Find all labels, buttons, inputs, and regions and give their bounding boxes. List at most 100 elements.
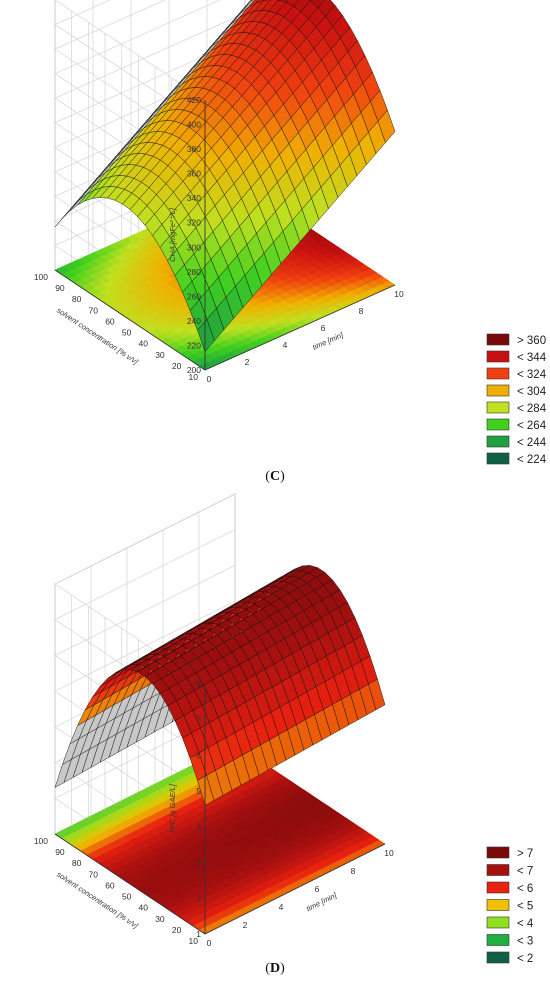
x-axis-label: time [min] [305,890,339,913]
axes [54,100,396,371]
x-tick-label: 4 [283,340,288,350]
legend-label: < 264 [517,420,547,432]
legend-label: < 324 [517,369,547,381]
caption-d: (D) [265,961,285,976]
legend-label: < 6 [517,883,533,895]
z-tick-label: 1 [196,929,201,939]
z-tick-label: 420 [187,95,201,105]
y-tick-label: 30 [155,350,165,360]
surface-mesh [54,565,386,806]
legend-swatch [486,899,510,911]
y-tick-label: 10 [189,936,199,946]
surface-cell [278,0,289,3]
plot-3d: 1 2 3 4 5 6 7 8 10 20 30 40 50 60 70 80 90 100 0 2 4 6 8 10 TPC … [34,493,394,948]
legend-label: < 7 [517,866,533,878]
z-tick-label: 4 [196,822,201,832]
y-tick-label: 60 [105,880,115,890]
z-tick-label: 8 [196,679,201,689]
z-tick-label: 400 [187,120,201,130]
z-tick-label: 2 [196,893,201,903]
x-tick-label: 10 [394,289,404,299]
y-tick-label: 90 [55,847,65,857]
legend-swatch [486,418,510,431]
y-tick-label: 70 [89,305,99,315]
x-tick-label: 4 [279,902,284,912]
legend-label: < 284 [517,403,547,415]
legend-swatch [486,452,510,465]
x-axis-line [204,284,396,371]
legend-swatch [486,951,510,964]
legend-label: > 360 [517,335,546,347]
z-tick-label: 340 [187,193,201,203]
surface-cell [248,0,259,8]
y-tick-label: 50 [122,328,132,338]
x-tick-label: 0 [207,938,212,948]
surface-cell [285,0,300,7]
legend-swatch [486,846,510,859]
axes [54,684,386,935]
z-tick-label: 7 [196,715,201,725]
z-tick-label: 360 [187,169,201,179]
legend-swatch [486,384,510,397]
x-tick-label: 10 [384,848,394,858]
surface-chart-cha: 2002202402602803003203403603804004201020… [34,0,547,466]
plot-3d: 2002202402602803003203403603804004201020… [34,0,404,384]
caption-c: (C) [265,469,285,484]
y-tick-label: 100 [34,272,48,282]
x-axis-line [204,843,386,935]
z-tick-label: 3 [196,858,201,868]
legend-label: < 4 [517,918,534,930]
legend-label: < 224 [517,454,547,466]
legend-swatch [486,367,510,380]
legend-swatch [486,435,510,448]
x-tick-label: 8 [359,306,364,316]
y-tick-label: 80 [72,294,82,304]
y-tick-label: 60 [105,316,115,326]
y-tick-label: 90 [55,283,65,293]
x-tick-label: 8 [351,866,356,876]
legend-label: < 244 [517,437,547,449]
y-tick-label: 100 [34,836,48,846]
surface-cell [377,109,396,144]
y-axis-line [54,833,206,935]
y-tick-label: 50 [122,892,132,902]
z-tick-label: 260 [187,291,201,301]
z-axis-label: TPC [g GAE/L] [168,783,177,834]
z-tick-label: 220 [187,340,201,350]
x-tick-label: 2 [243,920,248,930]
x-tick-label: 6 [321,323,326,333]
z-tick-label: 280 [187,267,201,277]
legend-label: < 3 [517,936,533,948]
y-tick-label: 70 [89,869,99,879]
surface-cell [250,0,254,2]
y-tick-label: 20 [172,925,182,935]
x-tick-label: 2 [245,357,250,367]
x-axis-label: time [min] [311,330,345,352]
legend-swatch [486,401,510,414]
legend-label: > 7 [517,848,533,860]
y-axis-line [54,269,206,371]
legend-swatch [486,350,510,363]
x-tick-label: 0 [207,374,212,384]
z-tick-label: 300 [187,242,201,252]
z-tick-label: 380 [187,144,201,154]
y-tick-label: 40 [139,903,149,913]
y-tick-label: 30 [155,914,165,924]
y-tick-label: 40 [139,339,149,349]
legend: > 7 < 7 < 6 < 5 < 4 < 3 < 2 [486,846,534,965]
z-axis-label: CHA [mgFe²⁺/L] [168,207,177,262]
legend-label: < 5 [517,901,533,913]
legend-swatch [486,934,510,946]
y-tick-label: 20 [172,361,182,371]
z-tick-label: 6 [196,750,201,760]
surface-cell [255,0,265,4]
z-tick-label: 320 [187,218,201,228]
z-tick-label: 200 [187,365,201,375]
legend: > 360 < 344 < 324 < 304 < 284 < 264 < 244 < 224 [486,333,547,466]
legend-label: < 344 [517,352,547,364]
tick-labels: 2002202402602803003203403603804004201020… [34,95,404,384]
legend-swatch [486,864,510,876]
legend-label: < 304 [517,386,547,398]
y-tick-label: 80 [72,858,82,868]
surface-mesh [54,0,396,353]
